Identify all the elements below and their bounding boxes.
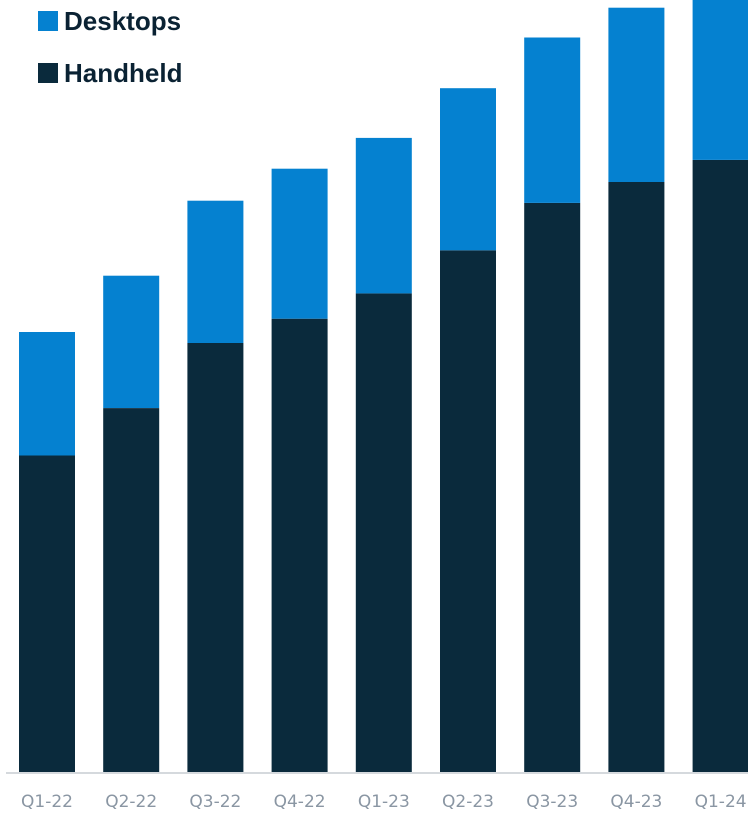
bar-desktops-q1-22 <box>19 332 75 456</box>
x-tick-label-q1-23: Q1-23 <box>358 792 410 812</box>
bar-desktops-q3-22 <box>187 200 244 343</box>
x-tick-label-q1-24: Q1-24 <box>695 792 747 812</box>
bar-handheld-q1-23 <box>355 293 412 772</box>
x-axis-ticks: Q1-22 Q2-22 Q3-22 Q4-22 Q1-23 Q2-23 Q3-23 Q4-23… <box>21 792 747 812</box>
x-tick-label-q2-22: Q2-22 <box>105 792 157 812</box>
bar-desktops-q3-23 <box>524 37 581 203</box>
bar-desktops-q2-22 <box>103 275 160 408</box>
legend-item-desktops: Desktops <box>38 6 182 36</box>
legend-item-handheld: Handheld <box>38 58 182 88</box>
bar-handheld-q1-22 <box>19 455 75 772</box>
x-tick-label-q3-23: Q3-23 <box>526 792 578 812</box>
legend-swatch-handheld <box>38 63 58 83</box>
x-tick-label-q3-22: Q3-22 <box>189 792 241 812</box>
bar-handheld-q4-22 <box>271 318 328 772</box>
bar-handheld-q1-24 <box>692 159 748 772</box>
bars-group <box>19 0 748 773</box>
legend-label-desktops: Desktops <box>64 5 182 36</box>
bar-desktops-q1-24 <box>692 0 748 160</box>
bar-desktops-q2-23 <box>440 88 496 251</box>
bar-desktops-q4-23 <box>608 7 665 183</box>
legend-label-handheld: Handheld <box>64 57 183 88</box>
bar-handheld-q2-23 <box>440 250 496 773</box>
bar-handheld-q2-22 <box>103 408 160 772</box>
legend-swatch-desktops <box>38 11 58 31</box>
x-tick-label-q2-23: Q2-23 <box>442 792 494 812</box>
bar-desktops-q1-23 <box>355 137 412 294</box>
bar-desktops-q4-22 <box>271 168 328 319</box>
bar-handheld-q3-22 <box>187 343 244 772</box>
bar-handheld-q4-23 <box>608 182 665 772</box>
chart-legend: Desktops Handheld <box>38 6 182 110</box>
x-tick-label-q4-22: Q4-22 <box>274 792 326 812</box>
bar-handheld-q3-23 <box>524 202 581 772</box>
x-tick-label-q4-23: Q4-23 <box>610 792 662 812</box>
x-tick-label-q1-22: Q1-22 <box>21 792 73 812</box>
